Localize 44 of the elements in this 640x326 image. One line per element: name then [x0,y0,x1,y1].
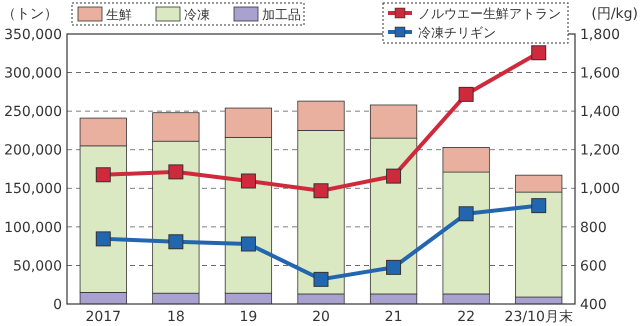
y-tick-label: 0 [53,296,62,313]
x-tick-label: 19 [240,309,258,325]
point [314,272,328,287]
y2-tick-label: 800 [580,220,607,236]
y2-tick-label: 1,000 [580,181,620,198]
x-tick-label: 18 [166,309,185,325]
x-tick-label: 22 [457,309,476,325]
legend-label: 加工品 [262,8,301,23]
y2-axis-title: (円/kg) [591,6,638,22]
legend-label: ノルウエー生鮮アトラン [418,7,561,22]
x-tick-label: 20 [312,309,330,325]
x-tick-label: 23/10月末 [504,309,573,325]
y-tick-label: 50,000 [13,258,62,274]
y-tick-label: 100,000 [4,220,62,236]
y2-tick-label: 1,600 [580,65,620,82]
point [240,236,256,252]
y2-tick-label: 1,800 [580,26,620,43]
point [386,260,402,275]
y2-tick-label: 400 [580,296,607,313]
y-tick-label: 250,000 [4,104,62,120]
point [531,198,546,214]
point [458,86,474,102]
legend-label: 生鮮 [106,8,132,23]
y-tick-label: 300,000 [4,65,62,82]
y-tick-label: 150,000 [4,181,62,198]
point [168,164,184,180]
x-tick-label: 21 [384,309,402,325]
point [96,231,111,246]
y-tick-label: 200,000 [4,142,62,159]
y2-tick-label: 600 [580,258,607,274]
y-tick-label: 350,000 [4,26,62,43]
y2-tick-label: 1,400 [580,104,620,120]
point [458,206,474,222]
point [240,173,256,188]
y2-tick-label: 1,200 [580,142,620,159]
point [168,234,184,250]
x-tick-label: 2017 [85,309,122,325]
point [314,183,328,198]
legend-label: 冷凍 [184,8,210,23]
legend-label: 冷凍チリギン [418,26,496,41]
point [96,167,111,182]
point [531,45,546,60]
point [386,168,402,184]
y-axis-title: （トン） [2,6,58,22]
